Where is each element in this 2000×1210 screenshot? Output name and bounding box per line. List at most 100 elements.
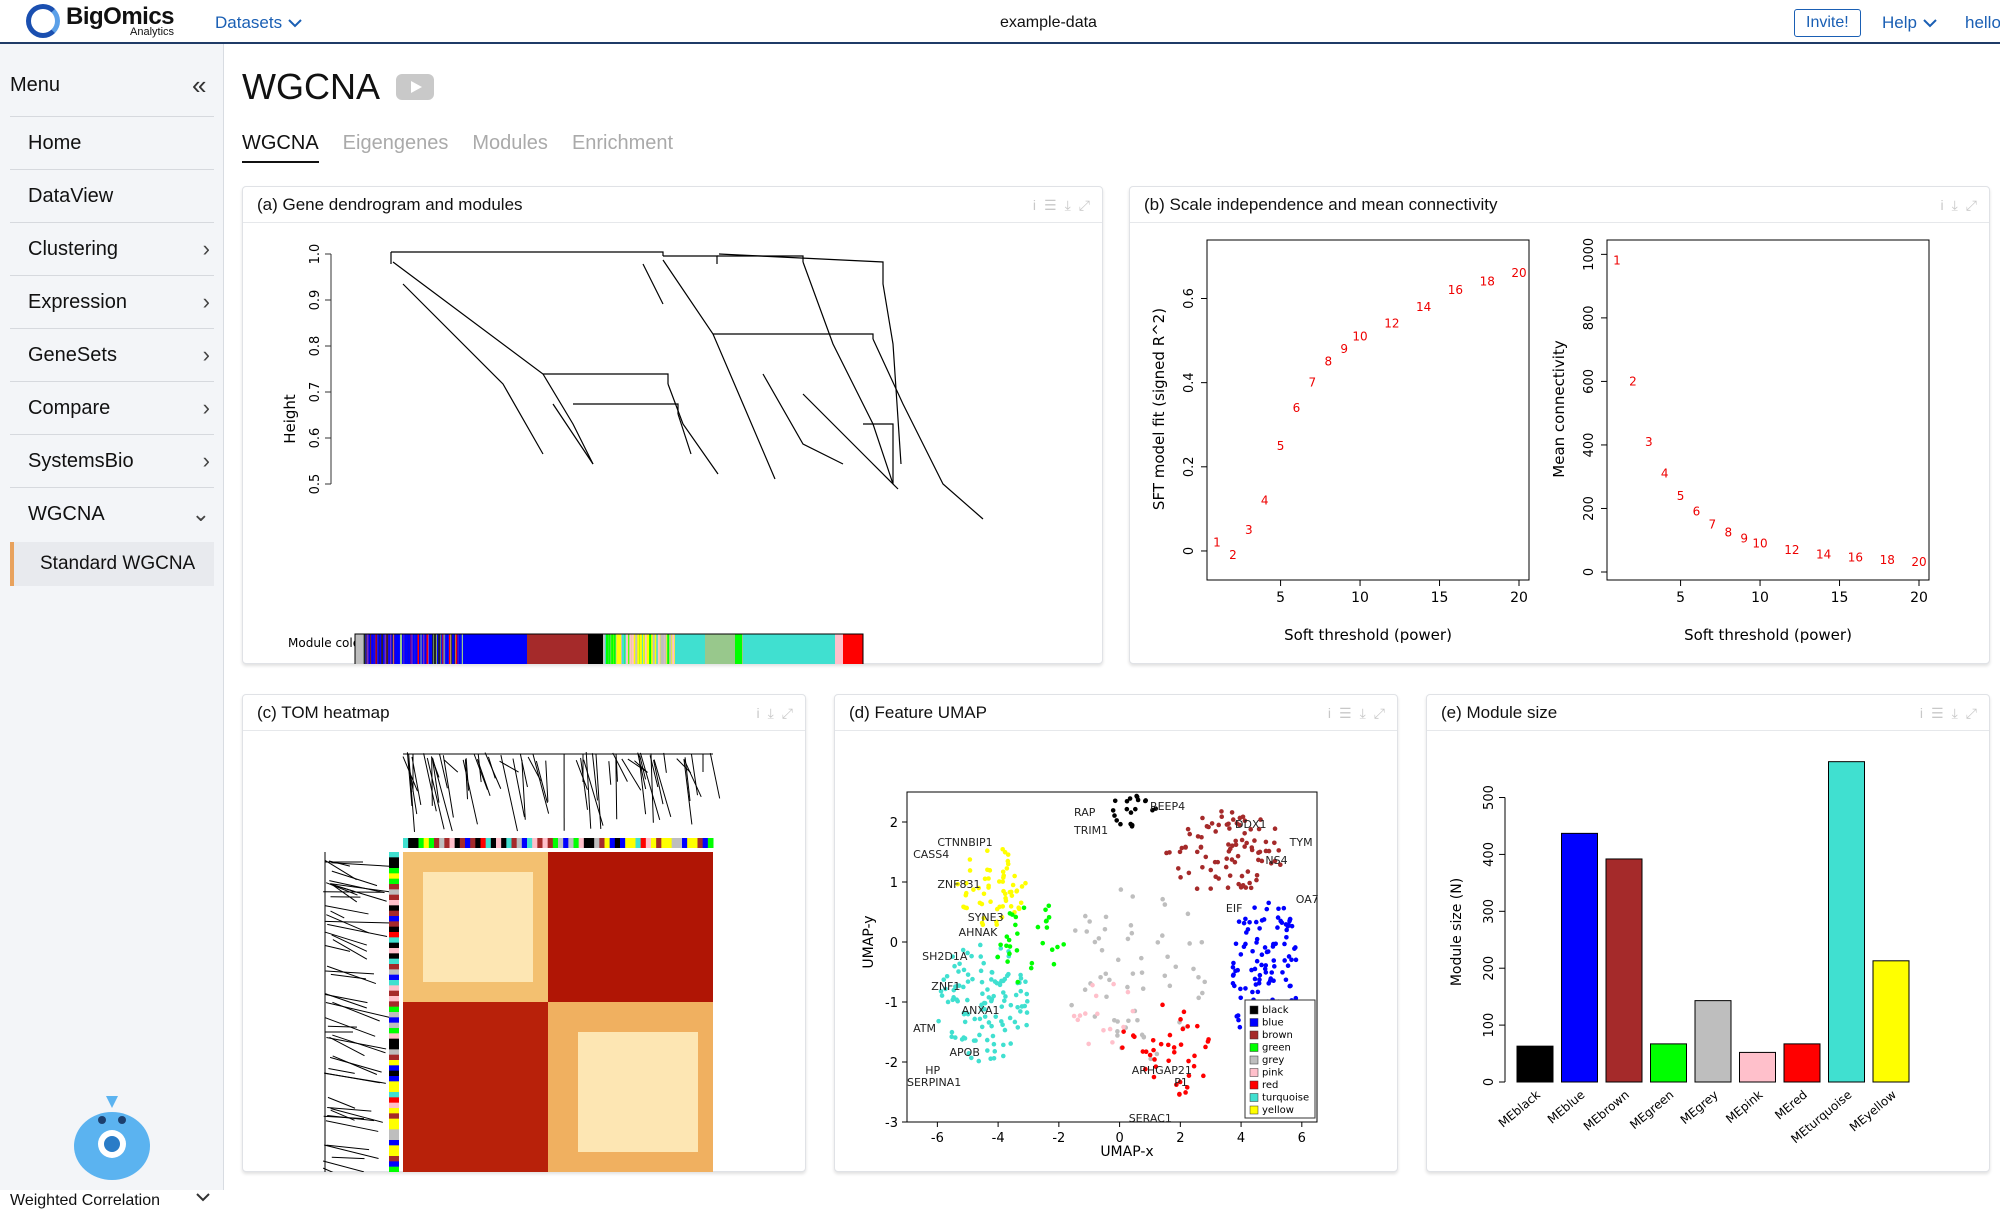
- umap-point-turquoise: [1006, 972, 1011, 977]
- sidebar-item-wgcna[interactable]: WGCNA⌄: [10, 487, 214, 540]
- top-module-strip: [625, 838, 631, 848]
- dendrogram-branch: [584, 760, 603, 826]
- x-tick-label: MEgrey: [1678, 1088, 1721, 1127]
- module-stripe: [611, 634, 613, 664]
- umap-point-green: [1007, 951, 1012, 956]
- method-select[interactable]: Weighted Correlation: [10, 1192, 210, 1210]
- umap-point-yellow: [964, 891, 969, 896]
- download-icon[interactable]: ⤓: [1952, 705, 1958, 722]
- expand-icon[interactable]: ⤢: [1079, 197, 1090, 214]
- dendrogram-branch: [432, 757, 433, 806]
- sidebar-item-home[interactable]: Home: [10, 116, 214, 169]
- info-icon[interactable]: i: [1033, 197, 1036, 214]
- info-icon[interactable]: i: [1920, 705, 1923, 722]
- help-menu[interactable]: Help: [1882, 13, 1937, 33]
- sidebar-item-dataview[interactable]: DataView: [10, 169, 214, 222]
- module-stripe: [617, 634, 619, 664]
- expand-icon[interactable]: ⤢: [1966, 705, 1977, 722]
- video-play-icon[interactable]: [396, 74, 434, 100]
- info-icon[interactable]: i: [1328, 705, 1331, 722]
- legend-label: black: [1262, 1005, 1289, 1016]
- umap-point-pink: [1126, 990, 1131, 995]
- bigomics-logo[interactable]: BigOmics Analytics: [26, 4, 174, 38]
- expand-icon[interactable]: ⤢: [782, 705, 793, 722]
- menu-icon[interactable]: ☰: [1931, 705, 1944, 722]
- module-stripe: [622, 634, 624, 664]
- sidebar-item-systemsbio[interactable]: SystemsBio›: [10, 434, 214, 487]
- legend-swatch: [1250, 1056, 1258, 1064]
- user-menu[interactable]: hello: [1965, 13, 2000, 33]
- top-module-strip: [408, 838, 414, 848]
- datasets-menu[interactable]: Datasets: [215, 13, 302, 33]
- module-stripe: [653, 634, 655, 664]
- sidebar-item-expression[interactable]: Expression›: [10, 275, 214, 328]
- top-module-strip: [481, 838, 487, 848]
- umap-point-red: [1192, 1054, 1197, 1059]
- download-icon[interactable]: ⤓: [1360, 705, 1366, 722]
- download-icon[interactable]: ⤓: [1952, 197, 1958, 214]
- menu-icon[interactable]: ☰: [1339, 705, 1352, 722]
- umap-point-turquoise: [950, 1030, 955, 1035]
- menu-icon[interactable]: ☰: [1044, 197, 1057, 214]
- umap-point-yellow: [1005, 866, 1010, 871]
- sidebar-item-compare[interactable]: Compare›: [10, 381, 214, 434]
- y-tick-label: 0.7: [308, 382, 323, 403]
- left-module-strip: [389, 1113, 399, 1119]
- expand-icon[interactable]: ⤢: [1966, 197, 1977, 214]
- sidebar-item-genesets[interactable]: GeneSets›: [10, 328, 214, 381]
- tab-modules[interactable]: Modules: [472, 132, 548, 163]
- umap-point-grey: [1165, 954, 1170, 959]
- tab-eigengenes[interactable]: Eigengenes: [343, 132, 449, 163]
- download-icon[interactable]: ⤓: [1065, 197, 1071, 214]
- power-point-label: 8: [1324, 355, 1332, 369]
- legend-label: red: [1262, 1080, 1278, 1091]
- collapse-sidebar-icon[interactable]: «: [192, 70, 206, 101]
- sidebar-item-clustering[interactable]: Clustering›: [10, 222, 214, 275]
- module-stripe: [643, 634, 645, 664]
- bar-MEred: [1784, 1044, 1820, 1082]
- expand-icon[interactable]: ⤢: [1374, 705, 1385, 722]
- invite-button[interactable]: Invite!: [1794, 9, 1861, 37]
- info-icon[interactable]: i: [756, 705, 759, 722]
- info-icon[interactable]: i: [1940, 197, 1943, 214]
- umap-point-brown: [1250, 848, 1255, 853]
- umap-point-turquoise: [989, 977, 994, 982]
- umap-point-red: [1185, 1024, 1190, 1029]
- x-tick-label: MEblue: [1545, 1088, 1588, 1127]
- dendrogram-branch: [325, 906, 369, 914]
- umap-point-red: [1192, 1064, 1197, 1069]
- umap-point-blue: [1282, 906, 1287, 911]
- umap-point-grey: [1097, 936, 1102, 941]
- module-segment-brown: [527, 634, 588, 664]
- left-module-strip: [389, 1007, 399, 1013]
- umap-point-grey: [1084, 929, 1089, 934]
- power-point-label: 6: [1293, 401, 1301, 415]
- umap-point-black: [1114, 818, 1119, 823]
- umap-point-yellow: [1001, 873, 1006, 878]
- umap-point-grey: [1115, 1033, 1120, 1038]
- umap-point-yellow: [1012, 874, 1017, 879]
- sidebar-subitem-standard-wgcna[interactable]: Standard WGCNA: [10, 542, 214, 586]
- umap-point-black: [1118, 822, 1123, 827]
- umap-point-grey: [1083, 914, 1088, 919]
- top-module-strip: [419, 838, 425, 848]
- umap-point-blue: [1234, 941, 1239, 946]
- left-module-strip: [389, 1065, 399, 1071]
- umap-point-brown: [1208, 886, 1213, 891]
- top-module-strip: [579, 838, 585, 848]
- download-icon[interactable]: ⤓: [768, 705, 774, 722]
- module-stripe: [409, 634, 410, 664]
- right-x-axis-label: Soft threshold (power): [1684, 626, 1852, 644]
- x-tick-label: 10: [1751, 590, 1769, 606]
- umap-point-brown: [1224, 856, 1229, 861]
- x-tick-label: 20: [1910, 590, 1928, 606]
- umap-point-green: [1046, 904, 1051, 909]
- umap-point-turquoise: [966, 972, 971, 977]
- umap-point-grey: [1148, 1057, 1153, 1062]
- tab-wgcna[interactable]: WGCNA: [242, 132, 319, 163]
- tab-enrichment[interactable]: Enrichment: [572, 132, 673, 163]
- umap-point-pink: [1131, 1009, 1136, 1014]
- umap-point-red: [1121, 1029, 1126, 1034]
- dendrogram-branch: [326, 971, 374, 974]
- umap-point-brown: [1224, 865, 1229, 870]
